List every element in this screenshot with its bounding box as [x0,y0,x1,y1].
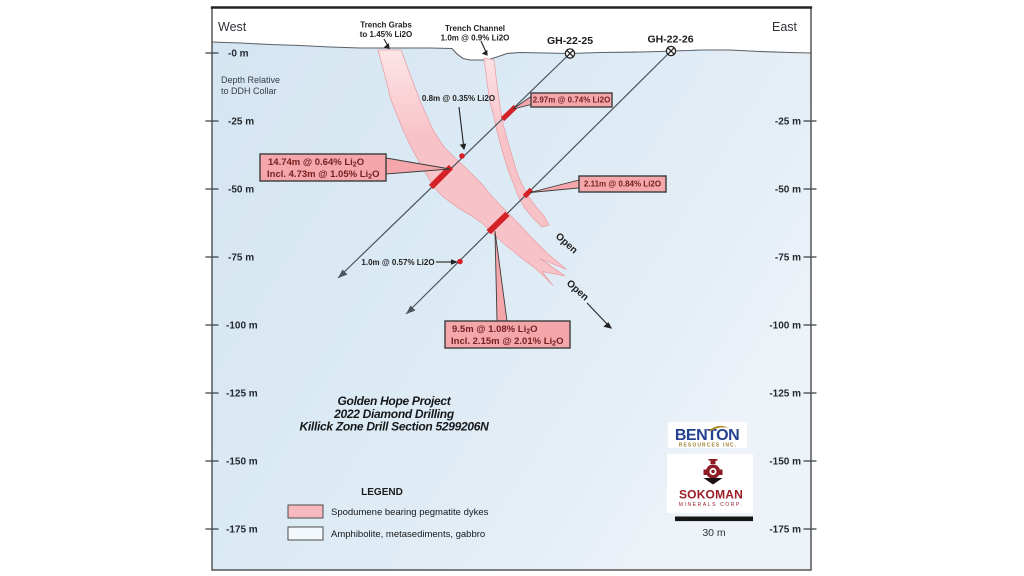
svg-text:2.97m @ 0.74% Li2O: 2.97m @ 0.74% Li2O [533,96,611,105]
svg-text:Amphibolite, metasediments, ga: Amphibolite, metasediments, gabbro [331,529,485,540]
svg-text:-100 m: -100 m [226,321,258,332]
svg-text:West: West [218,20,247,34]
svg-text:2.11m @ 0.84% Li2O: 2.11m @ 0.84% Li2O [584,180,661,189]
svg-text:-0 m: -0 m [228,49,249,60]
svg-text:2022 Diamond Drilling: 2022 Diamond Drilling [333,407,455,421]
svg-text:Incl. 4.73m @ 1.05% Li2O: Incl. 4.73m @ 1.05% Li2O [267,169,379,181]
svg-text:30 m: 30 m [702,527,726,539]
svg-text:-125 m: -125 m [769,389,801,400]
svg-text:BENTON: BENTON [675,427,739,444]
svg-text:GH-22-26: GH-22-26 [647,34,693,46]
svg-text:East: East [772,20,798,34]
svg-text:RESOURCES INC.: RESOURCES INC. [679,443,737,449]
svg-text:-175 m: -175 m [769,525,801,536]
svg-text:1.0m @ 0.57% Li2O: 1.0m @ 0.57% Li2O [361,258,434,267]
svg-text:to DDH Collar: to DDH Collar [221,86,277,96]
svg-text:Trench Grabs: Trench Grabs [360,21,412,30]
svg-text:MINERALS CORP.: MINERALS CORP. [679,502,744,508]
svg-text:-150 m: -150 m [769,457,801,468]
svg-text:GH-22-25: GH-22-25 [547,35,593,47]
svg-text:1.0m @ 0.9% Li2O: 1.0m @ 0.9% Li2O [441,34,510,43]
svg-text:-175 m: -175 m [226,525,258,536]
svg-text:-50 m: -50 m [775,185,801,196]
svg-text:-125 m: -125 m [226,389,258,400]
svg-text:Golden Hope Project: Golden Hope Project [338,394,452,408]
svg-text:SOKOMAN: SOKOMAN [679,488,743,502]
svg-text:9.5m @ 1.08% Li2O: 9.5m @ 1.08% Li2O [452,324,538,336]
svg-text:-50 m: -50 m [228,185,254,196]
svg-text:0.8m @ 0.35% Li2O: 0.8m @ 0.35% Li2O [422,94,495,103]
svg-text:14.74m @ 0.64% Li2O: 14.74m @ 0.64% Li2O [268,157,364,169]
svg-text:to 1.45% Li2O: to 1.45% Li2O [360,30,412,39]
svg-text:Killick Zone Drill Section 529: Killick Zone Drill Section 5299206N [300,420,490,434]
svg-text:-100 m: -100 m [769,321,801,332]
svg-text:-150 m: -150 m [226,457,258,468]
svg-text:Incl. 2.15m @ 2.01% Li2O: Incl. 2.15m @ 2.01% Li2O [451,336,563,348]
svg-text:-25 m: -25 m [775,117,801,128]
svg-text:Spodumene bearing pegmatite dy: Spodumene bearing pegmatite dykes [331,507,489,518]
svg-text:-25 m: -25 m [228,117,254,128]
svg-text:LEGEND: LEGEND [361,487,403,498]
svg-text:Depth Relative: Depth Relative [221,75,280,85]
svg-text:-75 m: -75 m [228,253,254,264]
svg-text:-75 m: -75 m [775,253,801,264]
svg-text:Trench Channel: Trench Channel [445,24,505,33]
